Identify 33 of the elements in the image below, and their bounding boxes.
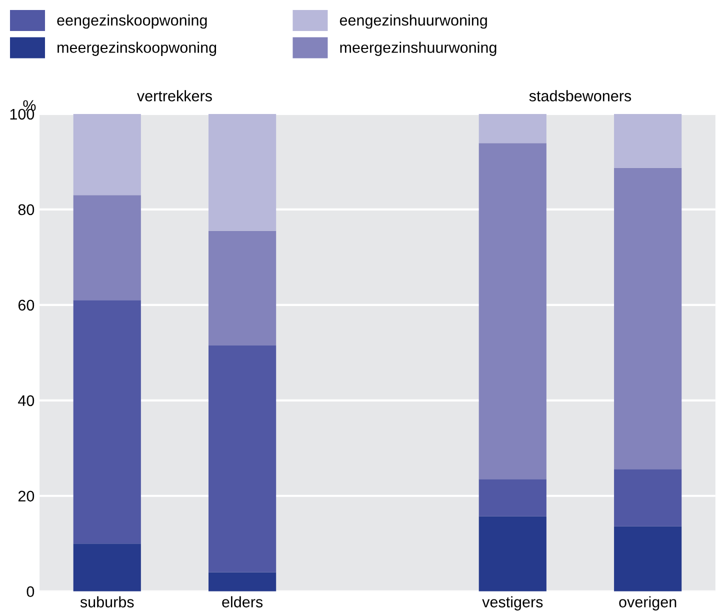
bar bbox=[614, 469, 682, 526]
legend-label: eengezinskoopwoning bbox=[57, 14, 207, 29]
y-tick-label: 40 bbox=[18, 395, 34, 406]
legend-label: meergezinshuurwoning bbox=[340, 42, 496, 56]
bar bbox=[208, 230, 276, 346]
bar bbox=[614, 114, 682, 168]
y-tick-label: 100 bbox=[10, 108, 34, 120]
legend-label: eengezinshuurwoning bbox=[340, 14, 487, 29]
y-tick-label: 80 bbox=[18, 204, 34, 216]
x-tick-label: elders bbox=[222, 596, 263, 608]
bar bbox=[73, 300, 141, 544]
y-axis-title: % bbox=[23, 100, 36, 111]
bar bbox=[478, 114, 546, 144]
y-tick-label: 20 bbox=[18, 490, 34, 502]
x-tick-label: suburbs bbox=[80, 596, 134, 608]
x-tick-label: overigen bbox=[619, 596, 676, 610]
bar bbox=[478, 516, 546, 592]
bar bbox=[73, 195, 141, 300]
legend-label: meergezinskoopwoning bbox=[58, 42, 216, 56]
bar bbox=[614, 168, 682, 470]
bar bbox=[73, 544, 141, 592]
x-tick-label: vestigers bbox=[482, 596, 543, 610]
text: vertrekkers bbox=[136, 90, 212, 102]
bar bbox=[614, 526, 682, 592]
text: stadsbewoners bbox=[529, 90, 632, 102]
y-tick-label: 0 bbox=[26, 586, 34, 598]
bar bbox=[208, 346, 276, 572]
bar bbox=[208, 114, 276, 231]
bar bbox=[478, 479, 546, 516]
bar bbox=[73, 114, 141, 196]
y-tick-label: 60 bbox=[18, 300, 34, 311]
bar bbox=[478, 143, 546, 480]
bar bbox=[208, 572, 276, 592]
